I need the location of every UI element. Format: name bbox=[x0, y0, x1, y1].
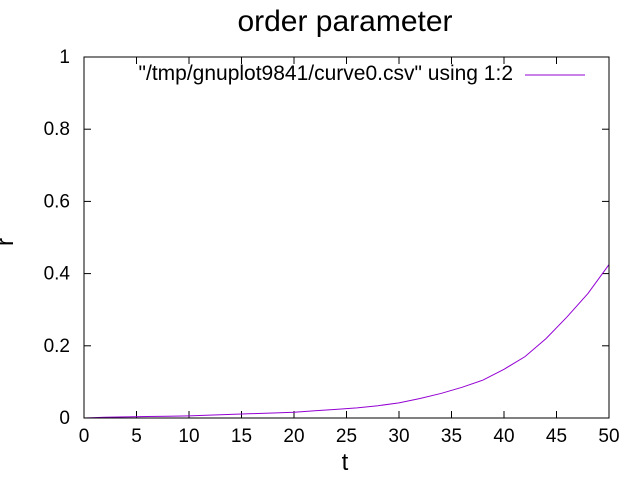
legend: "/tmp/gnuplot9841/curve0.csv" using 1:2 bbox=[139, 62, 585, 85]
y-tick-label: 1 bbox=[59, 47, 70, 68]
legend-label: "/tmp/gnuplot9841/curve0.csv" using 1:2 bbox=[139, 62, 513, 85]
y-axis-label: r bbox=[0, 238, 19, 246]
x-tick-label: 10 bbox=[178, 426, 199, 447]
y-tick-label: 0.6 bbox=[44, 191, 70, 212]
x-tick-label: 40 bbox=[493, 426, 514, 447]
tick-labels: 0 5 10 15 20 25 30 35 40 45 50 0 0.2 0.4 0.6 0.8 1 bbox=[44, 47, 620, 447]
y-tick-label: 0.2 bbox=[44, 336, 70, 357]
y-tick-label: 0 bbox=[59, 408, 70, 429]
y-tick-label: 0.4 bbox=[44, 264, 71, 285]
x-tick-label: 15 bbox=[231, 426, 252, 447]
series-layer bbox=[83, 264, 610, 419]
x-tick-label: 5 bbox=[131, 426, 142, 447]
axis-ticks bbox=[83, 56, 610, 419]
x-tick-label: 45 bbox=[546, 426, 567, 447]
x-axis-label: t bbox=[342, 449, 349, 476]
y-tick-label: 0.8 bbox=[44, 119, 70, 140]
x-tick-label: 35 bbox=[441, 426, 462, 447]
x-tick-label: 30 bbox=[388, 426, 409, 447]
x-tick-label: 25 bbox=[336, 426, 357, 447]
series-line bbox=[83, 264, 610, 419]
x-tick-label: 50 bbox=[598, 426, 619, 447]
x-tick-label: 0 bbox=[79, 426, 90, 447]
x-tick-label: 20 bbox=[283, 426, 304, 447]
plot-frame bbox=[83, 56, 610, 419]
chart-title: order parameter bbox=[237, 5, 452, 38]
